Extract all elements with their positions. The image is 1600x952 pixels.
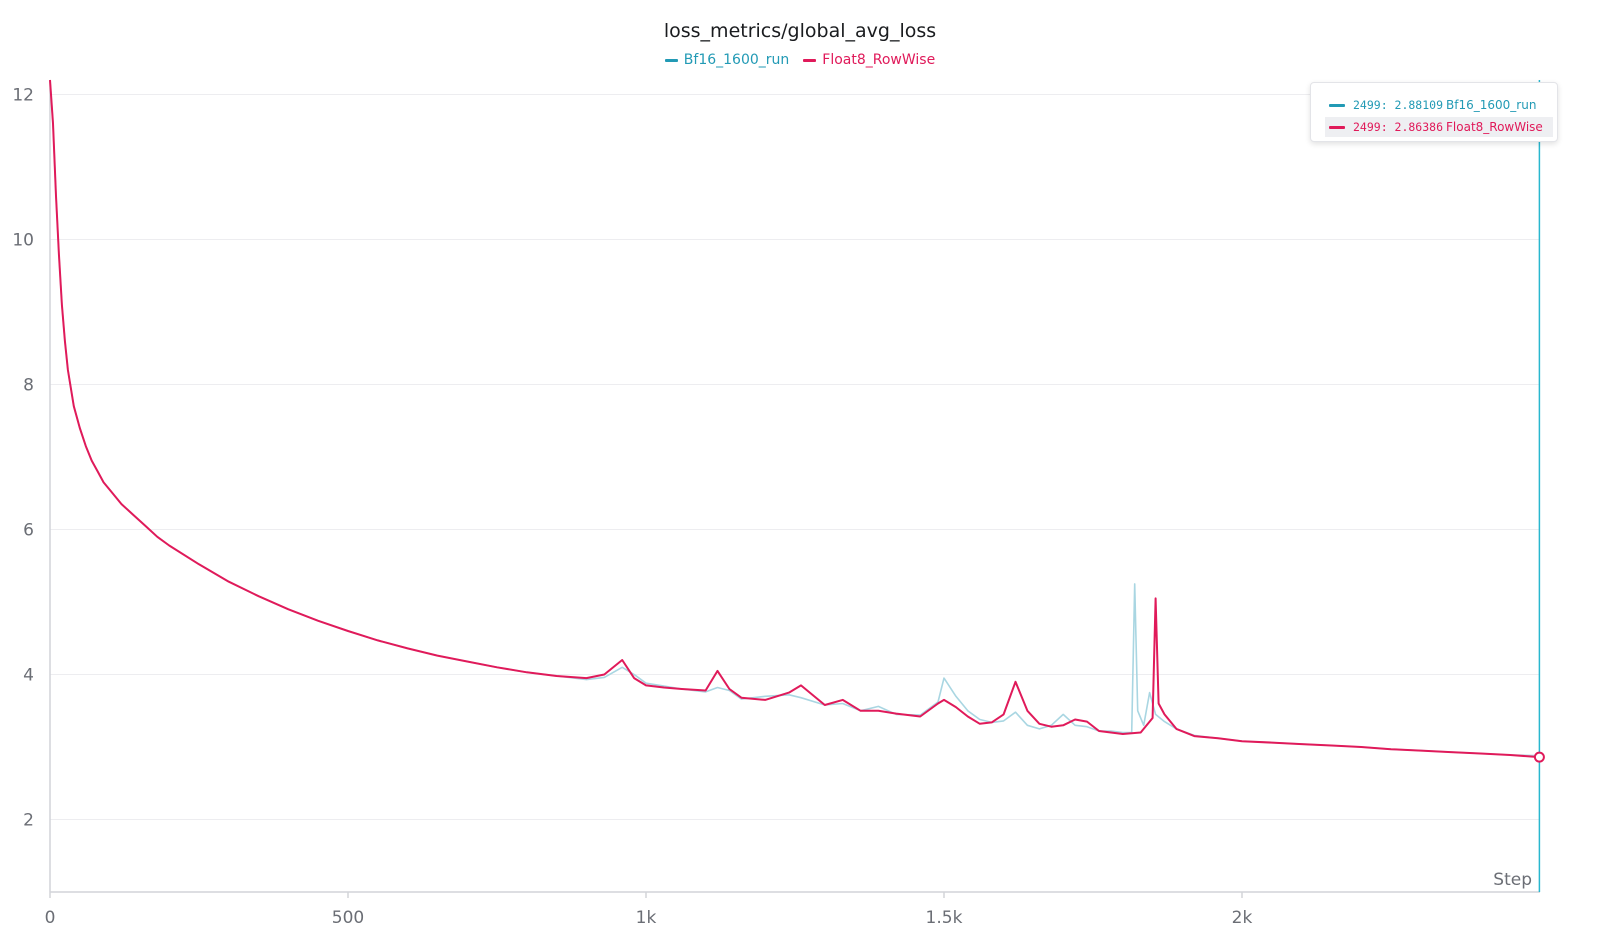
hover-marker: [1533, 80, 1545, 892]
series-line-float8: [49, 79, 1540, 759]
y-tick-label: 12: [12, 86, 34, 106]
tooltip-name-bf16: Bf16_1600_run: [1446, 98, 1537, 112]
series-line-bf16: [49, 79, 1540, 757]
x-tick-label: 2k: [1232, 908, 1253, 928]
legend-swatch-float8: [803, 58, 817, 62]
tooltip-value-float8: 2499: 2.86386: [1353, 120, 1444, 134]
grid-lines: [50, 94, 1540, 820]
chart-title: loss_metrics/global_avg_loss: [663, 20, 937, 42]
axes: 2 4 6 8 10 12 0 500 1k 1.5k 2k: [12, 80, 1540, 928]
x-tick-label: 1k: [636, 908, 657, 928]
y-tick-label: 6: [23, 521, 34, 541]
legend-item-bf16[interactable]: Bf16_1600_run: [664, 52, 790, 68]
legend-item-float8[interactable]: Float8_RowWise: [803, 52, 935, 68]
tooltip-row-bf16: 2499: 2.88109 Bf16_1600_run: [1311, 95, 1557, 115]
legend-label-float8: Float8_RowWise: [822, 52, 936, 68]
legend-swatch-bf16: [664, 58, 678, 62]
y-tick-label: 4: [23, 666, 34, 686]
legend-label-bf16: Bf16_1600_run: [683, 52, 790, 68]
hover-point: [1533, 751, 1545, 763]
x-tick-label: 500: [332, 908, 364, 928]
tooltip-row-float8: 2499: 2.86386 Float8_RowWise: [1325, 117, 1553, 137]
y-tick-label: 10: [12, 231, 34, 251]
tooltip-name-float8: Float8_RowWise: [1446, 120, 1543, 134]
tooltip-swatch-bf16: [1329, 103, 1345, 107]
tooltip-swatch-float8: [1329, 125, 1345, 129]
x-tick-label: 0: [45, 908, 56, 928]
y-tick-label: 8: [23, 376, 34, 396]
y-tick-label: 2: [23, 811, 34, 831]
legend: Bf16_1600_run Float8_RowWise: [0, 52, 1600, 68]
hover-tooltip: 2499: 2.88109 Bf16_1600_run 2499: 2.8638…: [1310, 82, 1558, 142]
x-tick-label: 1.5k: [926, 908, 963, 928]
tooltip-value-bf16: 2499: 2.88109: [1353, 98, 1444, 112]
x-axis-label: Step: [1493, 870, 1532, 890]
series-lines: [49, 79, 1540, 759]
